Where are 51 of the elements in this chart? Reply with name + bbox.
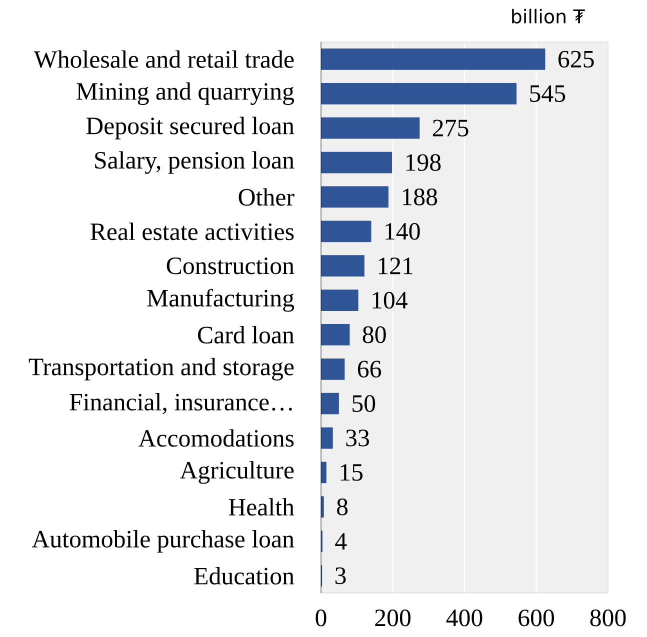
bar (321, 186, 388, 208)
bar (321, 462, 326, 484)
data-label: 80 (362, 326, 386, 344)
y-tick-label: Financial, insurance… (70, 393, 292, 414)
data-label: 198 (406, 154, 441, 171)
bar (321, 392, 339, 414)
y-tick-label: Automobile purchase loan (32, 530, 294, 553)
y-tick-label: Agriculture (180, 461, 294, 484)
data-label: 188 (402, 188, 438, 206)
bar (321, 255, 364, 277)
data-label: 545 (530, 85, 566, 102)
y-tick-label: Construction (166, 257, 294, 274)
bar (321, 152, 392, 174)
y-tick-label: Wholesale and retail trade (34, 50, 294, 68)
y-tick-label: Real estate activities (90, 222, 294, 240)
bar (321, 117, 420, 139)
data-label: 140 (386, 222, 420, 240)
y-tick-label: Deposit secured loan (86, 116, 294, 140)
bar (321, 324, 350, 346)
x-tick-label: 600 (518, 609, 554, 626)
data-label: 104 (372, 292, 408, 309)
data-label: 4 (335, 533, 347, 550)
y-tick-label: Salary, pension loan (95, 151, 294, 174)
bar (321, 427, 333, 449)
data-label: 8 (337, 498, 348, 516)
y-tick-label: Other (238, 188, 294, 206)
bar (321, 82, 517, 104)
data-label: 50 (352, 395, 376, 412)
y-tick-label: Manufacturing (147, 288, 294, 312)
data-label: 275 (432, 120, 468, 136)
data-label: 3 (335, 567, 346, 584)
chart-title: billion ₮ (512, 8, 585, 24)
x-tick-label: 400 (446, 609, 482, 626)
y-tick-label: Mining and quarrying (76, 82, 294, 105)
data-label: 66 (358, 360, 382, 378)
y-tick-label: Accomodations (138, 429, 294, 447)
y-tick-label: Education (194, 567, 294, 585)
data-label: 625 (558, 50, 594, 68)
bar (321, 48, 546, 70)
data-label: 33 (346, 430, 369, 446)
y-tick-label: Card loan (198, 326, 294, 344)
y-tick-label: Transportation and storage (28, 358, 294, 380)
bar (321, 290, 358, 311)
x-tick-label: 200 (375, 609, 410, 626)
data-label: 15 (340, 464, 363, 481)
y-tick-label: Health (228, 498, 294, 516)
x-tick-label: 0 (316, 609, 326, 626)
data-label: 121 (378, 258, 412, 274)
bar (321, 220, 372, 242)
x-tick-label: 800 (590, 609, 626, 626)
bar (321, 358, 345, 380)
